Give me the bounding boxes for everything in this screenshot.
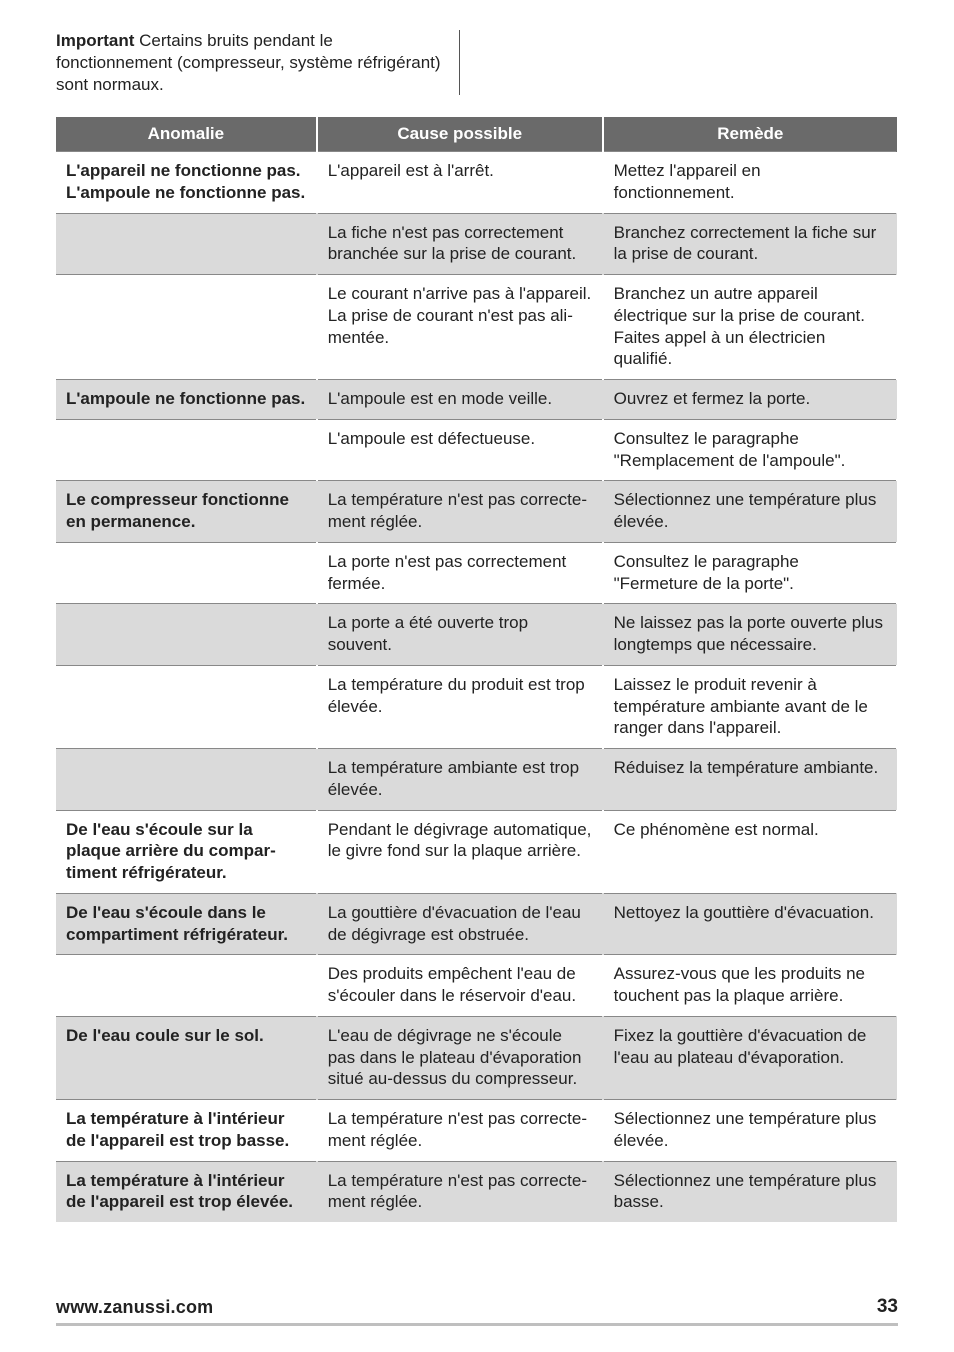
cell-remede: Fixez la gouttière d'évacuation de l'eau… <box>603 1016 897 1099</box>
header-cause: Cause possible <box>317 117 603 151</box>
table-row: La fiche n'est pas correctement branchée… <box>56 213 897 275</box>
cell-anomalie <box>56 749 317 811</box>
table-row: Le compresseur fonction­ne en permanence… <box>56 481 897 543</box>
cell-cause: Pendant le dégivrage automatique, le giv… <box>317 810 603 893</box>
table-row: De l'eau s'écoule dans le compartiment r… <box>56 893 897 955</box>
cell-remede: Ne laissez pas la porte ouverte plus lon… <box>603 604 897 666</box>
cell-cause: L'eau de dégivrage ne s'écoule pas dans … <box>317 1016 603 1099</box>
table-row: De l'eau coule sur le sol.L'eau de dégiv… <box>56 1016 897 1099</box>
cell-anomalie: De l'eau s'écoule sur la plaque arrière … <box>56 810 317 893</box>
cell-remede: Laissez le produit revenir à tempéra­tur… <box>603 665 897 748</box>
cell-anomalie: L'appareil ne fonctionne pas. L'ampoule … <box>56 152 317 214</box>
cell-remede: Branchez correctement la fiche sur la pr… <box>603 213 897 275</box>
cell-remede: Consultez le paragraphe "Remplace­ment d… <box>603 419 897 481</box>
cell-anomalie: De l'eau coule sur le sol. <box>56 1016 317 1099</box>
table-row: La température ambiante est trop élevée.… <box>56 749 897 811</box>
cell-anomalie: De l'eau s'écoule dans le compartiment r… <box>56 893 317 955</box>
cell-anomalie <box>56 955 317 1017</box>
cell-remede: Sélectionnez une température plus basse. <box>603 1161 897 1222</box>
cell-remede: Branchez un autre appareil électrique su… <box>603 275 897 380</box>
cell-cause: La porte a été ouverte trop souvent. <box>317 604 603 666</box>
cell-remede: Assurez-vous que les produits ne touchen… <box>603 955 897 1017</box>
cell-cause: L'ampoule est défectueuse. <box>317 419 603 481</box>
cell-cause: Le courant n'arrive pas à l'appareil. La… <box>317 275 603 380</box>
cell-remede: Mettez l'appareil en fonctionnement. <box>603 152 897 214</box>
cell-cause: La température n'est pas correcte­ment r… <box>317 481 603 543</box>
cell-anomalie: Le compresseur fonction­ne en permanence… <box>56 481 317 543</box>
cell-cause: L'appareil est à l'arrêt. <box>317 152 603 214</box>
footer-page-number: 33 <box>877 1295 898 1319</box>
cell-anomalie <box>56 665 317 748</box>
footer-site: www.zanussi.com <box>56 1296 213 1319</box>
cell-cause: Des produits empêchent l'eau de s'écoule… <box>317 955 603 1017</box>
cell-cause: L'ampoule est en mode veille. <box>317 380 603 420</box>
intro-paragraph: Important Certains bruits pendant le fon… <box>56 30 460 95</box>
cell-remede: Ce phénomène est normal. <box>603 810 897 893</box>
table-header-row: Anomalie Cause possible Remède <box>56 117 897 151</box>
page-footer: www.zanussi.com 33 <box>56 1295 898 1326</box>
cell-remede: Nettoyez la gouttière d'évacuation. <box>603 893 897 955</box>
table-row: La température du produit est trop élevé… <box>56 665 897 748</box>
table-row: L'ampoule est défectueuse.Consultez le p… <box>56 419 897 481</box>
table-row: Le courant n'arrive pas à l'appareil. La… <box>56 275 897 380</box>
table-row: La température à l'intérieur de l'appare… <box>56 1161 897 1222</box>
cell-remede: Sélectionnez une température plus élevée… <box>603 481 897 543</box>
cell-cause: La température ambiante est trop élevée. <box>317 749 603 811</box>
cell-remede: Consultez le paragraphe "Fermeture de la… <box>603 542 897 604</box>
table-row: La porte a été ouverte trop souvent.Ne l… <box>56 604 897 666</box>
table-row: La porte n'est pas correctement fermée.C… <box>56 542 897 604</box>
page: Important Certains bruits pendant le fon… <box>0 0 954 1352</box>
cell-anomalie: La température à l'intérieur de l'appare… <box>56 1161 317 1222</box>
cell-anomalie <box>56 419 317 481</box>
cell-cause: La température du produit est trop élevé… <box>317 665 603 748</box>
cell-remede: Ouvrez et fermez la porte. <box>603 380 897 420</box>
troubleshooting-table: Anomalie Cause possible Remède L'apparei… <box>56 117 898 1222</box>
table-row: L'appareil ne fonctionne pas. L'ampoule … <box>56 152 897 214</box>
cell-remede: Sélectionnez une température plus élevée… <box>603 1100 897 1162</box>
cell-cause: La gouttière d'évacuation de l'eau de dé… <box>317 893 603 955</box>
cell-anomalie <box>56 542 317 604</box>
cell-anomalie <box>56 275 317 380</box>
table-row: L'ampoule ne fonctionne pas.L'ampoule es… <box>56 380 897 420</box>
cell-anomalie: L'ampoule ne fonctionne pas. <box>56 380 317 420</box>
cell-remede: Réduisez la température ambiante. <box>603 749 897 811</box>
cell-anomalie <box>56 604 317 666</box>
header-remede: Remède <box>603 117 897 151</box>
table-row: La température à l'intérieur de l'appare… <box>56 1100 897 1162</box>
cell-cause: La température n'est pas correcte­ment r… <box>317 1161 603 1222</box>
table-row: De l'eau s'écoule sur la plaque arrière … <box>56 810 897 893</box>
cell-cause: La température n'est pas correcte­ment r… <box>317 1100 603 1162</box>
cell-anomalie <box>56 213 317 275</box>
intro-strong: Important <box>56 31 134 50</box>
cell-anomalie: La température à l'intérieur de l'appare… <box>56 1100 317 1162</box>
table-row: Des produits empêchent l'eau de s'écoule… <box>56 955 897 1017</box>
header-anomalie: Anomalie <box>56 117 317 151</box>
cell-cause: La porte n'est pas correctement fermée. <box>317 542 603 604</box>
cell-cause: La fiche n'est pas correctement branchée… <box>317 213 603 275</box>
